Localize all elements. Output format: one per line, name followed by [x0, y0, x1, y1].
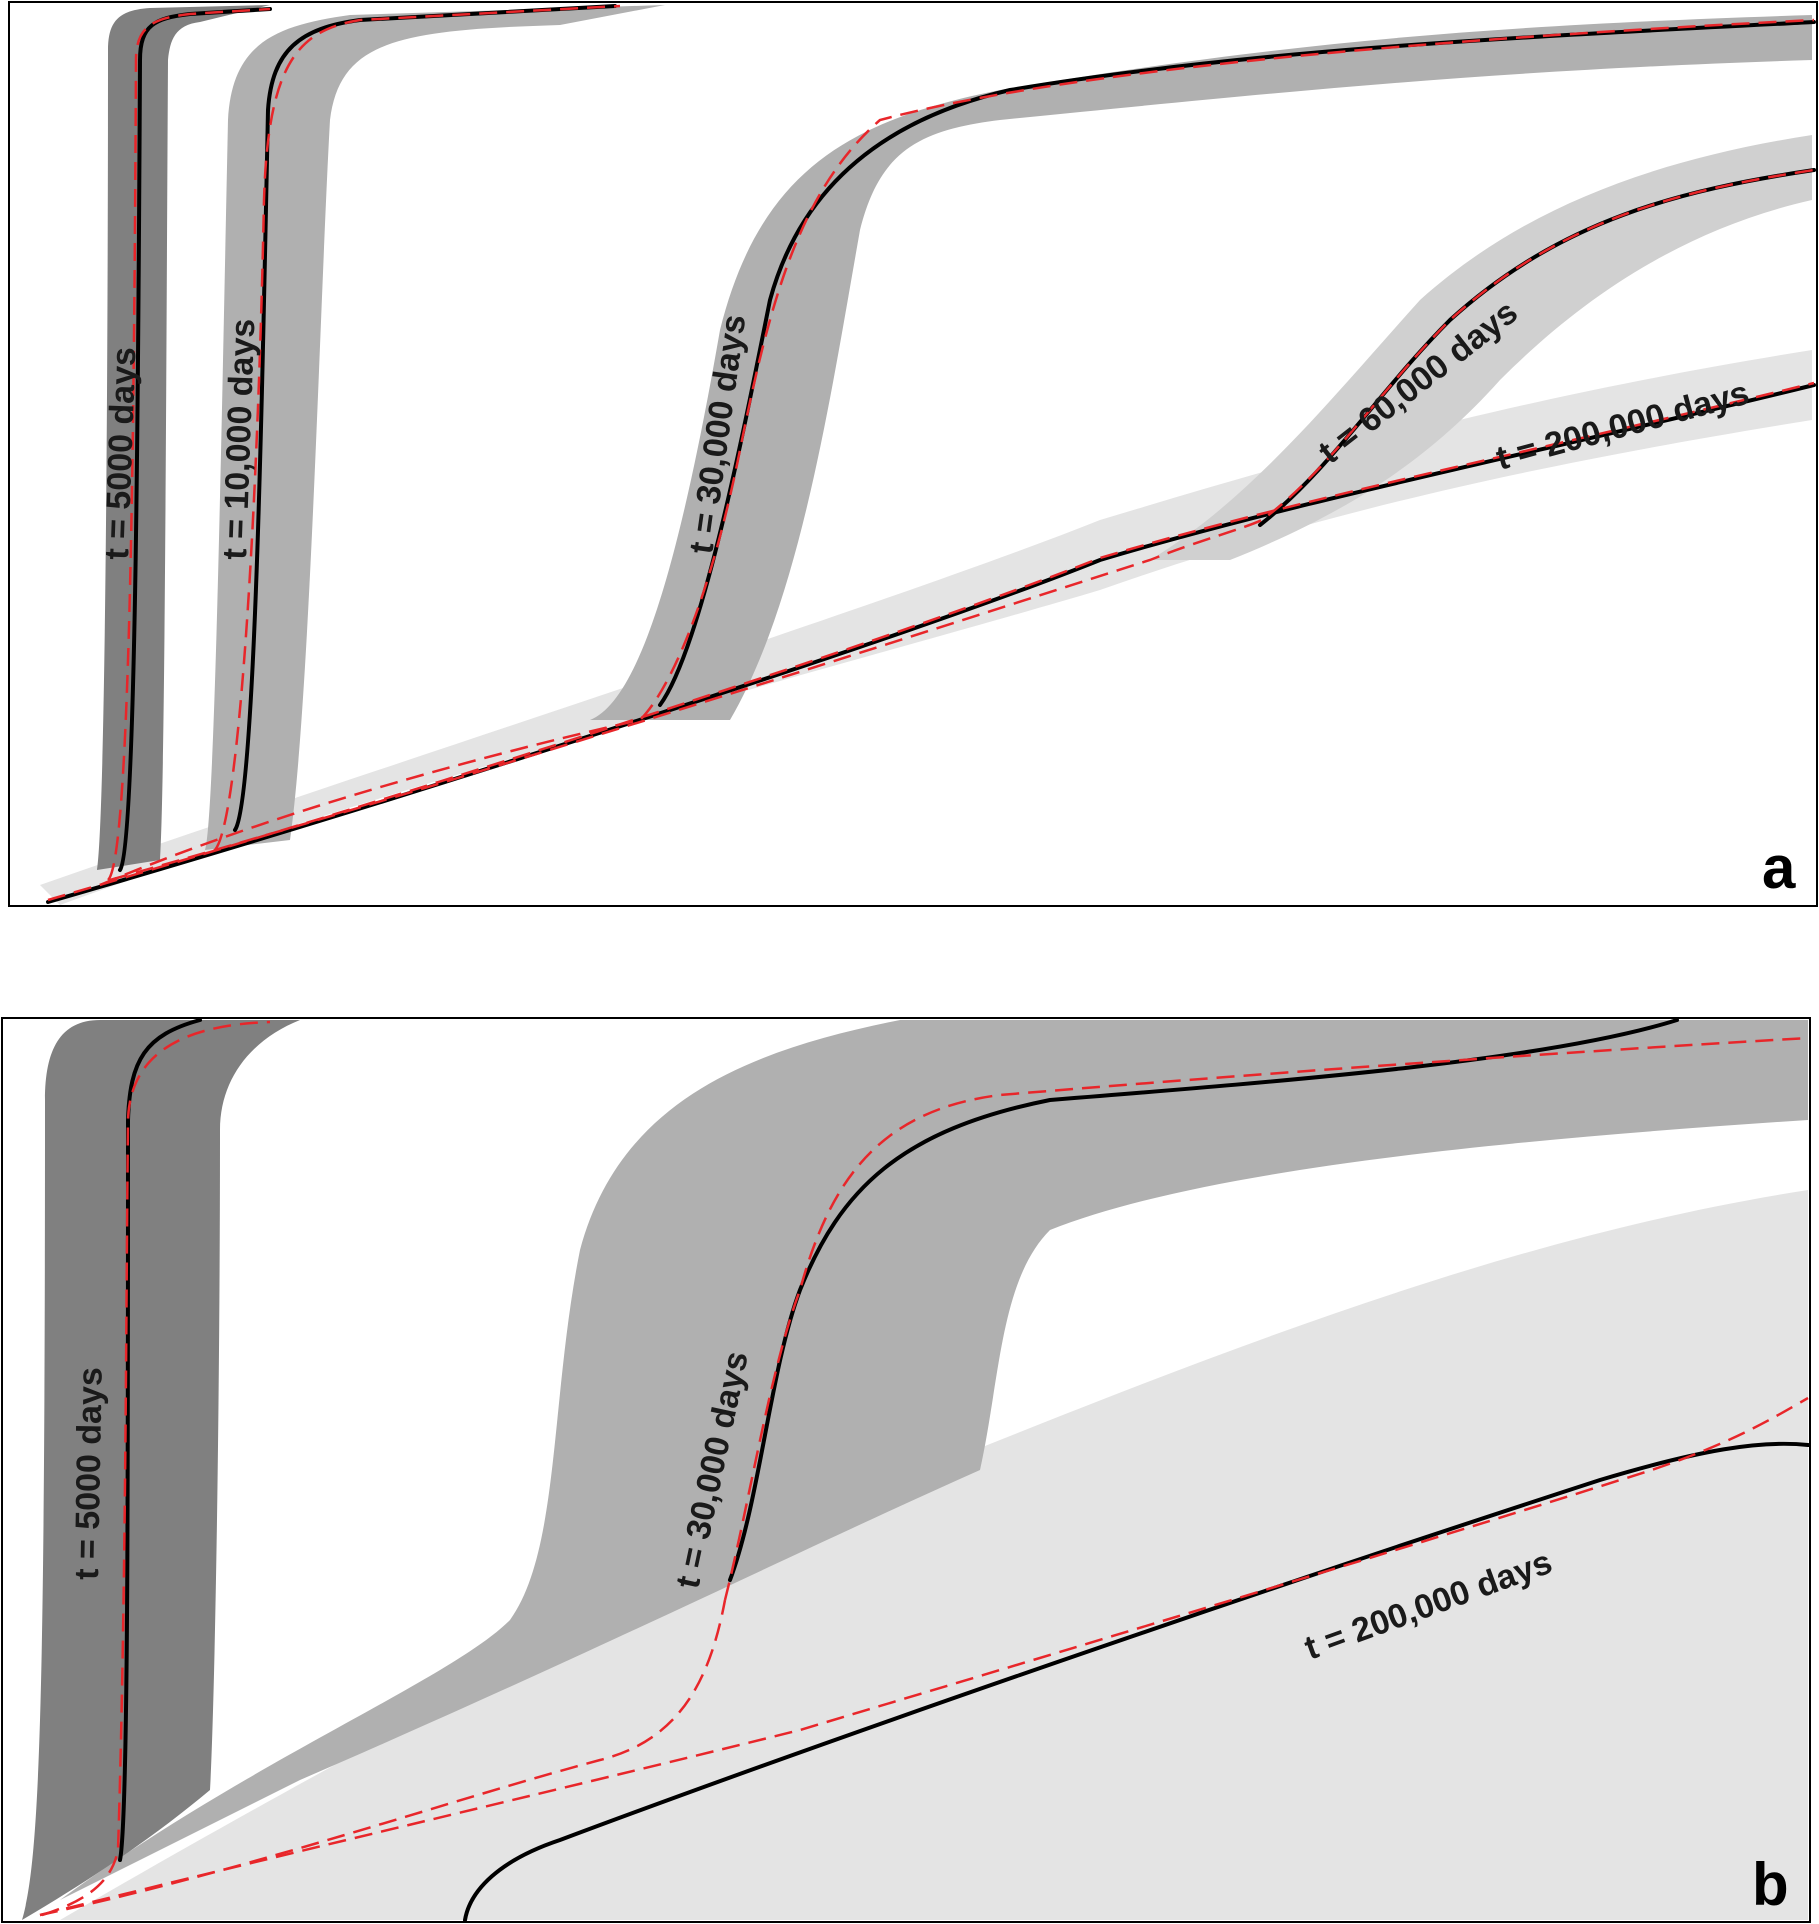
dashed-a-30000 — [99, 18, 1815, 887]
curve-a-10000 — [233, 4, 617, 832]
panel-b-letter: b — [1752, 1851, 1789, 1918]
dashed-b-30000 — [723, 1036, 1809, 1601]
panel-b: t = 5000 days t = 30,000 days t = 200,00… — [1, 1017, 1811, 1923]
panel-a-letter: a — [1762, 834, 1796, 901]
label-b-5000: t = 5000 days — [68, 1367, 110, 1580]
curve-a-5000 — [118, 7, 272, 872]
band-a-10000 — [205, 5, 665, 850]
dashed-a-10000 — [214, 4, 621, 851]
label-a-10000: t = 10,000 days — [216, 318, 262, 560]
dashed-a-60000 — [109, 168, 1815, 882]
panel-a: t = 5000 days t = 10,000 days t = 30,000… — [8, 1, 1818, 907]
band-b-30000 — [60, 1020, 1808, 1900]
dashed-b-30000-lower — [39, 1599, 727, 1917]
dashed-a-5000 — [107, 7, 271, 881]
band-b-200000 — [60, 1190, 1808, 1920]
dashed-b-5000 — [41, 1020, 271, 1917]
label-a-5000: t = 5000 days — [98, 346, 143, 560]
curve-b-5000 — [118, 1018, 202, 1862]
band-b-5000 — [22, 1020, 300, 1920]
band-a-60000 — [1150, 135, 1812, 560]
band-a-30000 — [590, 15, 1812, 720]
dashed-b-200000 — [39, 1396, 1809, 1917]
